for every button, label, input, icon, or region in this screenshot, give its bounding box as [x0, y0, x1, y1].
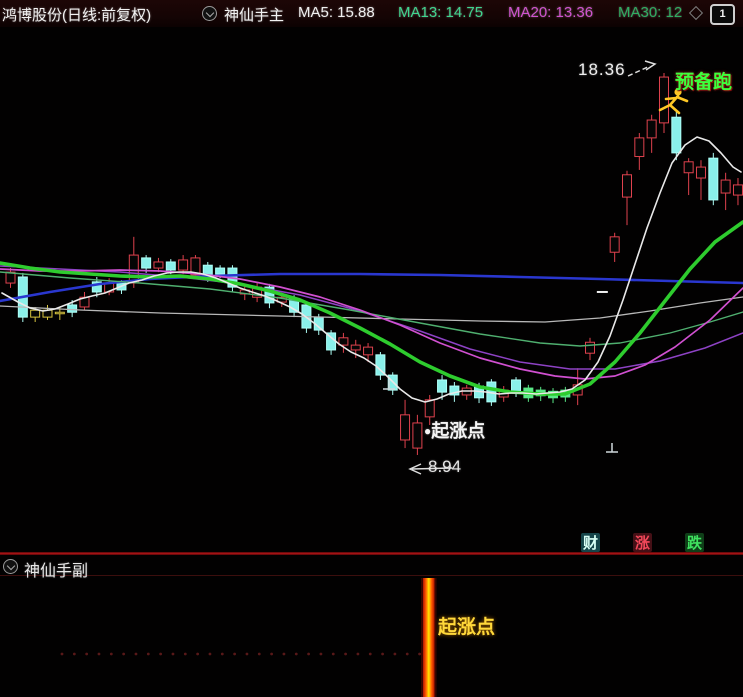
- ma5-value: MA5: 15.88: [298, 4, 375, 21]
- stock-title: 鸿博股份(日线:前复权): [2, 7, 152, 24]
- legend-button-cai[interactable]: 财: [581, 533, 600, 552]
- rise-start-label: 起涨点: [431, 421, 486, 441]
- ma13-value: MA13: 14.75: [398, 4, 484, 21]
- legend-button-zhang[interactable]: 涨: [633, 533, 652, 552]
- chevron-down-circle-icon[interactable]: [202, 6, 217, 21]
- sub-baseline: [0, 575, 743, 576]
- main-indicator-name[interactable]: 神仙手主: [224, 7, 285, 24]
- peak-price-annotation: 18.36: [578, 60, 626, 79]
- sub-rise-start-label: 起涨点: [438, 617, 496, 638]
- sub-indicator-name[interactable]: 神仙手副: [24, 563, 89, 580]
- legend-button-die[interactable]: 跌: [685, 533, 704, 552]
- diamond-icon[interactable]: [688, 5, 704, 21]
- main-chart-panel[interactable]: [0, 27, 743, 552]
- panel-separator: [0, 552, 743, 555]
- chart-count-icon[interactable]: 1: [710, 4, 735, 25]
- title-bar: 鸿博股份(日线:前复权) 神仙手主 MA5: 15.88 MA13: 14.75…: [0, 0, 743, 27]
- sub-chart-panel[interactable]: [0, 577, 743, 697]
- ready-to-run-label: 预备跑: [675, 72, 733, 93]
- low-price-annotation: 8.94: [428, 457, 462, 476]
- runner-icon: [658, 88, 689, 115]
- sub-chevron-down-circle-icon[interactable]: [3, 559, 18, 574]
- ma20-value: MA20: 13.36: [508, 4, 594, 21]
- rise-start-annotation: ●起涨点: [424, 417, 485, 443]
- bullet-dot-icon: ●: [424, 424, 432, 438]
- ma30-value: MA30: 12: [618, 4, 683, 21]
